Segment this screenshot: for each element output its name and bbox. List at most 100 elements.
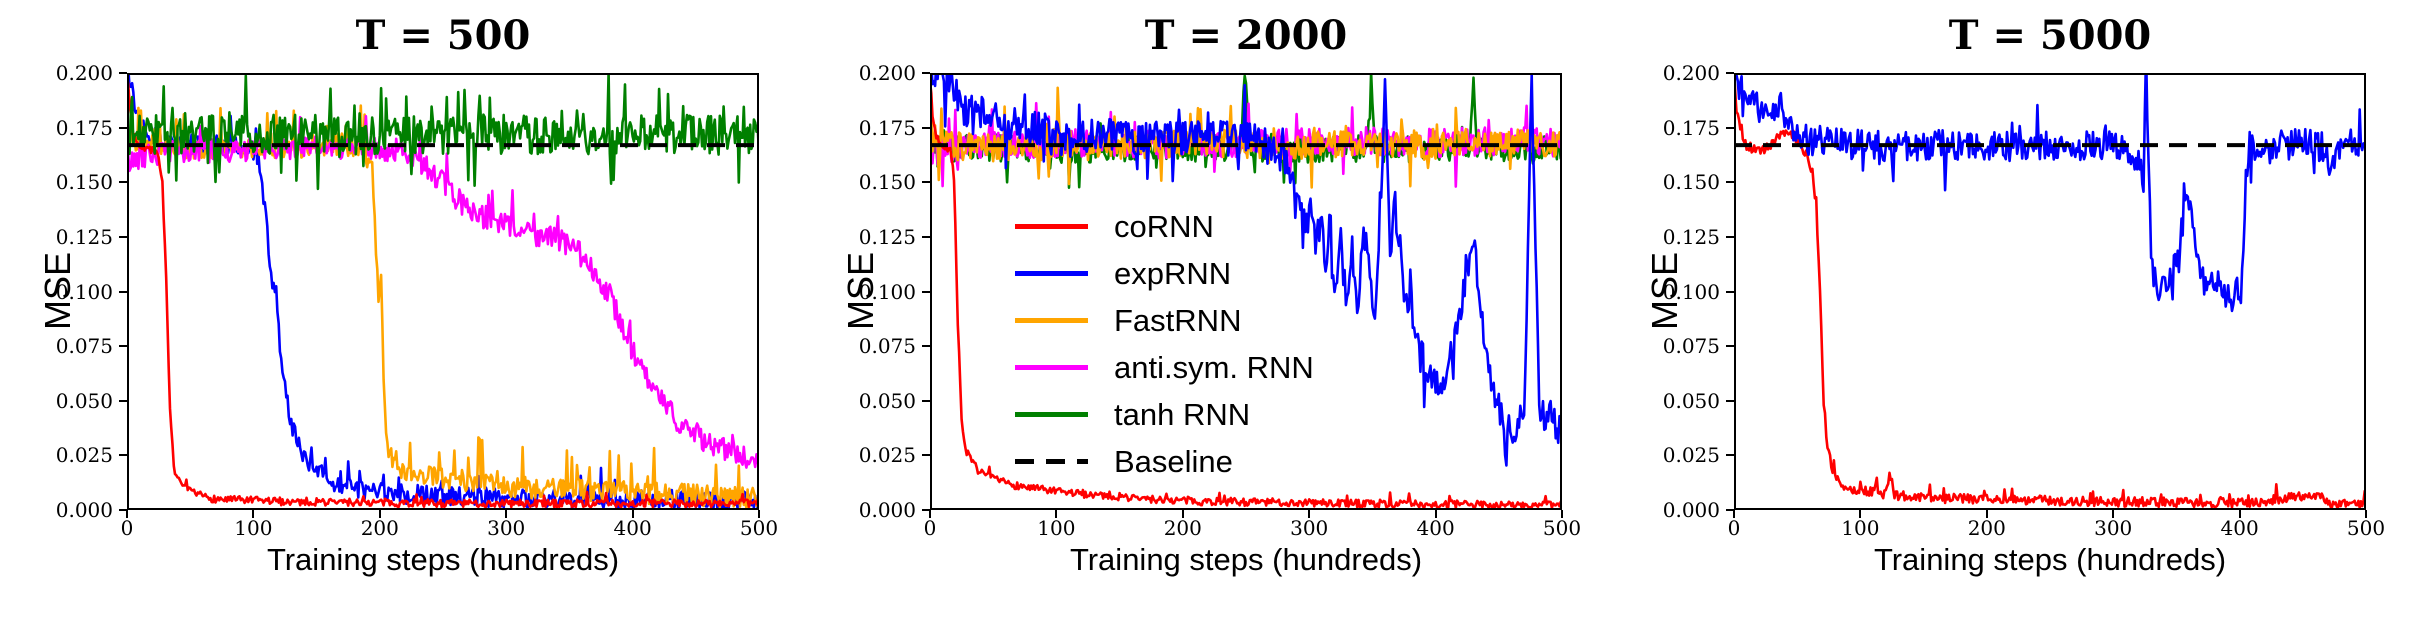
y-tick-label: 0.175 [55,115,113,140]
y-tick-mark [1726,181,1734,184]
chart-t500: T = 500 MSE Training steps (hundreds) 0.… [0,0,803,624]
y-tick-label: 0.075 [858,334,916,359]
legend-row-tanh-rnn: tanh RNN [1015,391,1314,438]
y-tick-label: 0.000 [858,498,916,522]
y-tick-mark [922,126,930,129]
y-tick-mark [1726,509,1734,511]
y-tick-mark [1726,290,1734,293]
legend-label: coRNN [1114,208,1214,244]
legend-row-fastrnn: FastRNN [1015,297,1314,344]
legend-line-sample-exprnn [1015,271,1088,276]
y-tick-mark [119,126,127,129]
legend-label: tanh RNN [1114,396,1251,432]
y-tick-label: 0.200 [55,61,113,85]
x-axis-label: Training steps (hundreds) [1873,542,2227,577]
chart-title: T = 2000 [1144,12,1348,59]
legend: coRNN expRNN FastRNN anti.sym. RNN tanh … [1015,203,1314,485]
series-line-anti-sym-rnn [127,114,759,469]
x-tick-mark [378,510,381,518]
chart-t2000: T = 2000 MSE coRNN expRNN FastRNN anti.s… [803,0,1606,624]
legend-line-sample-antisym-rnn [1015,365,1088,370]
y-tick-mark [1726,126,1734,129]
y-tick-mark [1726,454,1734,457]
legend-line-sample-cornn [1015,224,1088,229]
y-tick-mark [1726,399,1734,402]
legend-row-antisym-rnn: anti.sym. RNN [1015,344,1314,391]
y-tick-label: 0.200 [1662,61,1720,85]
y-tick-label: 0.125 [55,224,113,249]
x-tick-label: 100 [234,516,273,540]
y-tick-label: 0.050 [55,388,113,413]
x-tick-mark [758,510,760,518]
x-tick-label: 200 [1967,516,2006,540]
x-tick-mark [1985,510,1988,518]
chart-t5000: T = 5000 MSE Training steps (hundreds) 0… [1607,0,2410,624]
y-tick-label: 0.075 [1662,334,1720,359]
series-line-cornn [930,81,1562,510]
y-tick-label: 0.150 [1662,170,1720,195]
y-tick-label: 0.100 [858,279,916,304]
y-tick-mark [922,345,930,348]
legend-label: anti.sym. RNN [1114,349,1314,385]
y-tick-mark [119,290,127,293]
y-tick-label: 0.150 [858,170,916,195]
x-tick-label: 400 [613,516,652,540]
y-tick-mark [119,72,127,74]
series-line-exprnn [1734,73,2366,313]
x-tick-mark [1733,510,1735,518]
y-tick-mark [1726,72,1734,74]
x-tick-label: 200 [360,516,399,540]
x-tick-mark [1181,510,1184,518]
y-tick-label: 0.025 [1662,443,1720,468]
y-tick-mark [119,235,127,238]
y-tick-mark [119,345,127,348]
y-tick-mark [1726,235,1734,238]
x-axis-label: Training steps (hundreds) [266,542,620,577]
y-tick-mark [922,181,930,184]
x-tick-mark [1434,510,1437,518]
x-tick-label: 500 [2346,516,2386,540]
legend-label: Baseline [1114,443,1233,479]
y-tick-mark [922,235,930,238]
y-tick-label: 0.175 [1662,115,1720,140]
y-tick-label: 0.050 [1662,388,1720,413]
y-tick-mark [119,181,127,184]
series-line-cornn [127,76,759,509]
x-tick-label: 500 [739,516,779,540]
x-tick-mark [1561,510,1563,518]
plot-area [930,73,1562,510]
x-tick-label: 100 [1037,516,1076,540]
y-tick-label: 0.125 [1662,224,1720,249]
y-tick-label: 0.125 [858,224,916,249]
x-tick-label: 0 [923,516,937,540]
legend-row-cornn: coRNN [1015,203,1314,250]
legend-row-exprnn: expRNN [1015,250,1314,297]
legend-label: FastRNN [1114,302,1242,338]
plot-area [127,73,759,510]
y-tick-mark [922,72,930,74]
x-tick-label: 0 [1727,516,1741,540]
x-tick-label: 0 [120,516,134,540]
series-line-exprnn [930,73,1562,467]
y-tick-label: 0.000 [55,498,113,522]
y-tick-label: 0.100 [55,279,113,304]
x-tick-mark [929,510,931,518]
x-tick-label: 300 [487,516,526,540]
y-tick-mark [119,399,127,402]
y-tick-label: 0.075 [55,334,113,359]
y-tick-label: 0.025 [858,443,916,468]
x-tick-label: 400 [1416,516,1455,540]
y-tick-mark [922,454,930,457]
x-tick-mark [631,510,634,518]
y-tick-mark [1726,345,1734,348]
x-tick-label: 100 [1841,516,1880,540]
legend-label: expRNN [1114,255,1232,291]
y-tick-label: 0.200 [858,61,916,85]
x-tick-mark [505,510,508,518]
x-tick-mark [126,510,128,518]
x-axis-label: Training steps (hundreds) [1069,542,1423,577]
x-tick-mark [1308,510,1311,518]
x-tick-label: 200 [1163,516,1202,540]
chart-title: T = 500 [355,12,531,59]
